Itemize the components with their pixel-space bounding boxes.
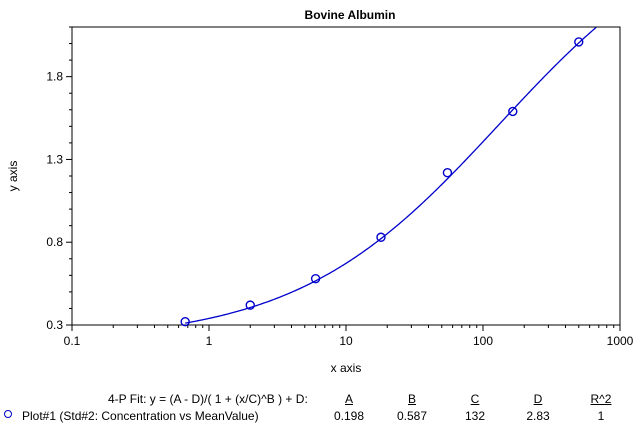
y-axis-label: y axis: [6, 161, 20, 192]
fit-curve: [185, 26, 597, 324]
data-point: [376, 232, 386, 242]
y-tick-label: 0.3: [46, 318, 63, 332]
plot-frame: [71, 26, 621, 326]
fit-curve-layer: [185, 26, 597, 324]
fit-value-d: 2.83: [526, 409, 550, 423]
x-tick-label: 100: [473, 334, 493, 348]
fit-value-a: 0.198: [333, 409, 365, 423]
fit-header-b: B: [407, 392, 417, 406]
data-point: [245, 300, 255, 310]
fit-results-table: 4-P Fit: y = (A - D)/( 1 + (x/C)^B ) + D…: [0, 386, 641, 434]
data-point: [310, 273, 321, 284]
fit-value-r2: 1: [597, 409, 605, 423]
x-tick-label: 1000: [607, 334, 634, 348]
data-point: [574, 37, 584, 47]
fit-header-a: A: [344, 392, 354, 406]
x-tick-label: 1: [206, 334, 213, 348]
fit-equation: 4-P Fit: y = (A - D)/( 1 + (x/C)^B ) + D…: [108, 392, 308, 406]
fit-header-c: C: [470, 392, 480, 406]
data-point: [508, 106, 518, 117]
axis-ticks: 0.1 1 10 100 1000 0.3 0.8 1.3 1.8: [46, 26, 634, 348]
y-tick-label: 0.8: [46, 235, 63, 249]
x-tick-label: 10: [339, 334, 353, 348]
fit-header-d: D: [533, 392, 543, 406]
x-axis-label: x axis: [331, 361, 362, 375]
plot-marker-icon: [4, 410, 12, 418]
data-points-layer: [180, 37, 584, 327]
y-tick-label: 1.8: [46, 70, 63, 84]
data-point: [180, 316, 190, 327]
y-tick-label: 1.3: [46, 152, 63, 166]
fit-value-b: 0.587: [396, 409, 428, 423]
chart-svg: Bovine Albumin x axis y axis 0.1 1 10 100 10…: [6, 8, 634, 375]
fit-value-c: 132: [464, 409, 486, 423]
chart-title: Bovine Albumin: [305, 8, 396, 22]
fit-header-r2: R^2: [590, 392, 612, 406]
chart: Bovine Albumin x axis y axis 0.1 1 10 100 10…: [6, 8, 634, 375]
x-tick-label: 0.1: [64, 334, 81, 348]
plot-row-label: Plot#1 (Std#2: Concentration vs MeanValu…: [22, 409, 259, 423]
data-point: [442, 167, 453, 178]
